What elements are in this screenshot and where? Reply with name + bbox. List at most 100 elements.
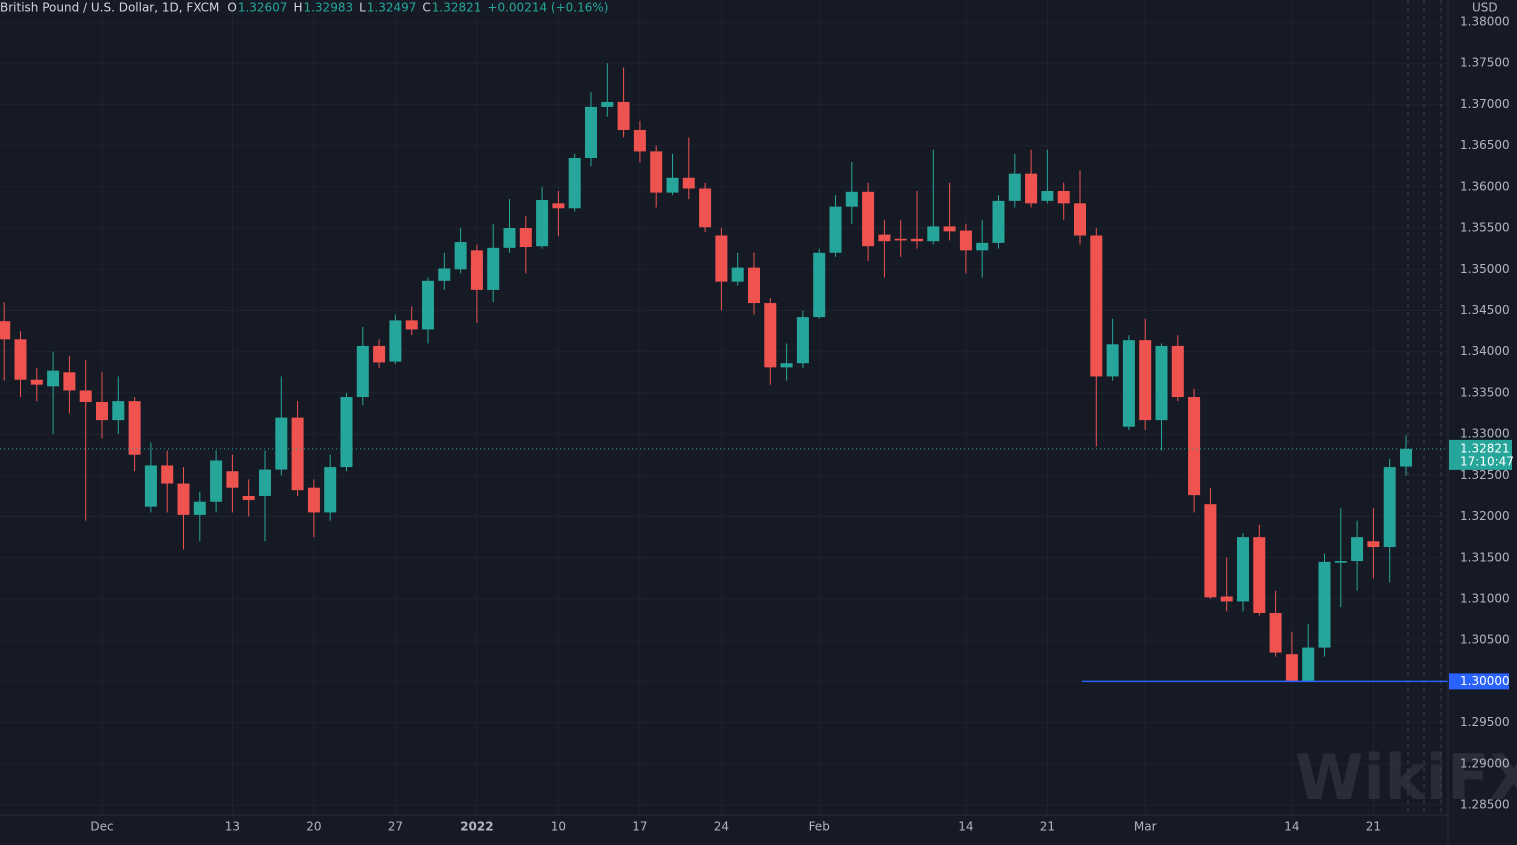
last-price: 1.32821: [1460, 441, 1510, 455]
candle-body: [568, 158, 581, 209]
y-tick-label: 1.30500: [1460, 633, 1510, 647]
candle-body: [210, 460, 223, 502]
candle-body: [291, 417, 304, 491]
y-tick-label: 1.29500: [1460, 715, 1510, 729]
x-tick-label: 17: [632, 820, 647, 834]
y-tick-label: 1.35500: [1460, 221, 1510, 235]
candle-body: [1253, 537, 1266, 613]
candle-body: [682, 177, 695, 189]
candle-body: [666, 177, 679, 193]
candle-body: [959, 230, 972, 251]
candle-body: [177, 483, 190, 515]
candle-body: [633, 129, 646, 152]
candle-body: [813, 252, 826, 318]
candle-body: [992, 200, 1005, 243]
candle-body: [438, 268, 451, 281]
candle-body: [470, 250, 483, 290]
candle-body: [927, 226, 940, 242]
currency: USD: [1472, 1, 1498, 15]
candle-body: [340, 397, 353, 468]
candle-body: [454, 242, 467, 270]
x-tick-label: Mar: [1134, 820, 1157, 834]
ohlc-prefix: C: [422, 1, 430, 15]
candle-body: [144, 465, 157, 507]
price-label: 1.30000: [1460, 674, 1510, 688]
candle-body: [519, 228, 532, 248]
candle-body: [30, 379, 43, 385]
y-tick-label: 1.37000: [1460, 97, 1510, 111]
candle-body: [226, 471, 239, 488]
candle-body: [112, 401, 125, 421]
candle-body: [780, 363, 793, 368]
candle-body: [1155, 345, 1168, 421]
candle-body: [1302, 647, 1315, 682]
candle-body: [1285, 654, 1298, 682]
candle-body: [324, 467, 337, 513]
y-tick-label: 1.36500: [1460, 138, 1510, 152]
candle-body: [503, 228, 516, 248]
candle-body: [748, 267, 760, 304]
candle-body: [1269, 612, 1282, 653]
candle-body: [552, 203, 565, 209]
candle-body: [943, 226, 956, 232]
candle-body: [193, 501, 206, 515]
candle-body: [1008, 173, 1021, 201]
x-tick-label: 27: [388, 820, 403, 834]
candle-body: [1057, 190, 1070, 204]
candle-body: [1139, 340, 1152, 421]
ohlc-value: 1.32497: [367, 1, 417, 15]
labels: 1.28500 1.29000 1.29500 1.30000 1.30500 1.310…: [90, 15, 1514, 834]
countdown: 17:10:47: [1460, 454, 1514, 468]
y-tick-label: 1.33500: [1460, 385, 1510, 399]
ohlc-value: 1.32983: [303, 1, 353, 15]
candle-body: [422, 280, 434, 330]
y-tick-label: 1.31500: [1460, 550, 1510, 564]
y-tick-label: 1.36000: [1460, 179, 1510, 193]
candle-body: [389, 320, 402, 362]
candle-body: [161, 465, 174, 484]
x-tick-label: Dec: [90, 820, 113, 834]
candle-body: [373, 345, 386, 363]
change: +0.00214 (+0.16%): [487, 1, 608, 15]
candle-body: [536, 200, 549, 247]
candle-body: [715, 235, 728, 282]
x-tick-label: 13: [225, 820, 240, 834]
candle-body: [601, 101, 614, 107]
x-tick-label: 21: [1366, 820, 1381, 834]
candle-body: [585, 106, 597, 159]
candles: [0, 63, 1448, 683]
candle-body: [405, 320, 418, 330]
candle-body: [1171, 345, 1184, 398]
candle-body: [731, 267, 744, 282]
candle-body: [1188, 397, 1201, 496]
candle-body: [1318, 561, 1331, 648]
candle-body: [14, 339, 27, 380]
candle-body: [1025, 173, 1038, 204]
x-tick-label: 14: [1284, 820, 1299, 834]
candle-body: [911, 238, 923, 242]
y-tick-label: 1.35000: [1460, 262, 1510, 276]
y-tick-label: 1.33000: [1460, 427, 1510, 441]
candle-body: [79, 390, 92, 402]
candle-body: [1204, 504, 1217, 598]
candle-body: [650, 151, 663, 193]
y-tick-label: 1.34500: [1460, 303, 1510, 317]
candle-body: [1041, 190, 1054, 201]
watermark: WikiFX: [1295, 741, 1517, 814]
candle-body: [796, 317, 809, 364]
y-tick-label: 1.37500: [1460, 56, 1510, 70]
candle-body: [862, 191, 875, 247]
candle-body: [259, 469, 271, 496]
x-tick-label: 14: [958, 820, 973, 834]
candle-body: [307, 487, 320, 513]
candle-body: [0, 321, 11, 340]
candle-body: [1400, 448, 1412, 467]
candle-body: [47, 370, 60, 387]
candle-body: [845, 191, 858, 207]
candle-body: [275, 417, 288, 470]
candle-body: [1090, 235, 1103, 377]
ohlc-prefix: H: [293, 1, 302, 15]
x-tick-label: 10: [551, 820, 566, 834]
candle-body: [1106, 344, 1119, 377]
